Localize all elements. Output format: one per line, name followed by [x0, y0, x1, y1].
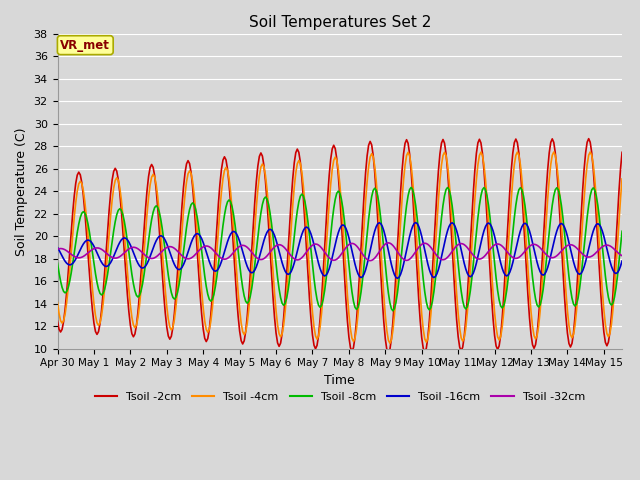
Text: VR_met: VR_met — [60, 39, 110, 52]
X-axis label: Time: Time — [324, 374, 355, 387]
Legend: Tsoil -2cm, Tsoil -4cm, Tsoil -8cm, Tsoil -16cm, Tsoil -32cm: Tsoil -2cm, Tsoil -4cm, Tsoil -8cm, Tsoi… — [90, 387, 589, 406]
Title: Soil Temperatures Set 2: Soil Temperatures Set 2 — [248, 15, 431, 30]
Y-axis label: Soil Temperature (C): Soil Temperature (C) — [15, 127, 28, 255]
